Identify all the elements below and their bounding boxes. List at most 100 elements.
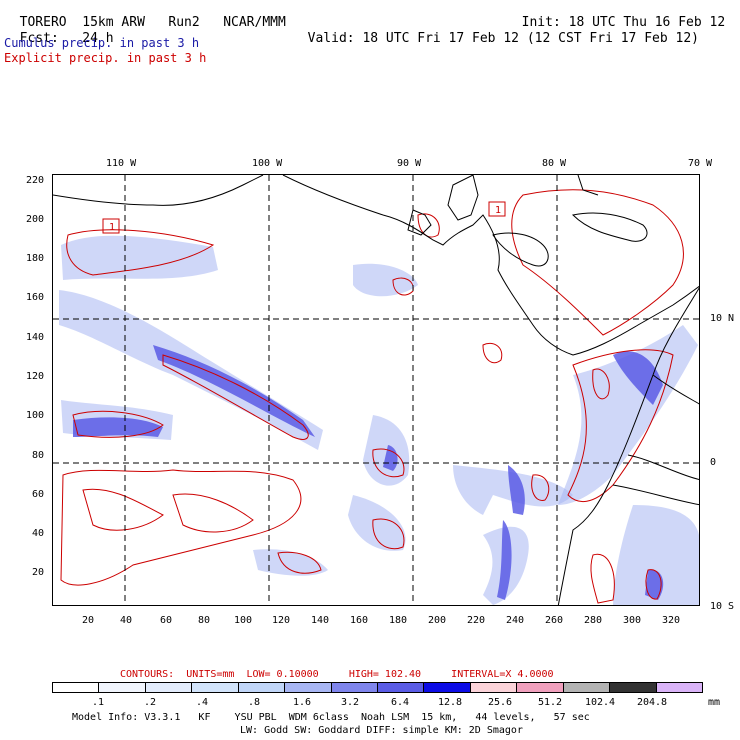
colorbar-swatch — [655, 682, 703, 693]
physics-info: LW: Godd SW: Goddard DIFF: simple KM: 2D… — [240, 725, 523, 736]
shade-core — [508, 465, 525, 515]
x-tick-240: 240 — [506, 615, 525, 626]
fcst-value: 24 h — [82, 31, 114, 46]
contours-info: CONTOURS: UNITS=mm LOW= 0.10000 HIGH= 10… — [120, 669, 554, 680]
lat-label-10s: 10 S — [710, 601, 735, 612]
shade-core — [383, 445, 398, 471]
map-canvas: 1 1 — [53, 175, 699, 605]
valid-value: 18 UTC Fri 17 Feb 12 (12 CST Fri 17 Feb … — [362, 31, 699, 46]
field-explicit-label: Explicit precip. in past 3 h — [4, 51, 207, 65]
coastlines — [53, 175, 699, 605]
contour-line — [72, 410, 164, 438]
colorbar-swatch — [330, 682, 378, 693]
lat-label-10n: 10 N — [710, 313, 735, 324]
colorbar-label: 25.6 — [487, 697, 513, 708]
contour-line — [66, 229, 215, 276]
y-tick-100: 100 — [26, 410, 45, 421]
x-tick-260: 260 — [545, 615, 564, 626]
coastline-mexico — [53, 175, 264, 206]
header-title-line: TORERO 15km ARW Run2 NCAR/MMM — [4, 2, 286, 30]
init-value: 18 UTC Thu 16 Feb 12 — [568, 15, 726, 30]
colorbar-label: .2 — [143, 697, 157, 708]
y-tick-200: 200 — [26, 214, 45, 225]
field-cumulus-label: Cumulus precip. in past 3 h — [4, 36, 200, 50]
colorbar-label: 6.4 — [390, 697, 410, 708]
contour-line — [511, 189, 684, 336]
colorbar-label: 12.8 — [437, 697, 463, 708]
shade-region — [253, 549, 328, 576]
fcst-label: Fcst: — [19, 31, 59, 46]
colorbar-swatch — [237, 682, 286, 693]
contour-line — [531, 474, 550, 501]
colorbar-swatch — [516, 682, 564, 693]
low-markers: 1 1 — [102, 201, 506, 234]
shade-region — [363, 415, 410, 486]
forecast-hour: Fcst: 24 h — [4, 18, 114, 46]
coastline-colombia-border — [652, 374, 699, 405]
colorbar-swatch — [423, 682, 471, 693]
contour-line — [172, 493, 254, 533]
model-info: Model Info: V3.3.1 KF YSU PBL WDM 6class… — [72, 712, 590, 723]
low-marker-box — [102, 218, 120, 234]
x-tick-300: 300 — [623, 615, 642, 626]
valid-label: Valid: — [307, 31, 355, 46]
shade-core — [497, 520, 512, 600]
contour-line — [592, 368, 610, 400]
colorbar-label: .1 — [91, 697, 105, 708]
coastline-ecuador-border — [627, 454, 699, 480]
shade-region — [348, 495, 406, 551]
y-tick-40: 40 — [32, 528, 45, 539]
colorbar-swatch — [562, 682, 611, 693]
colorbar-swatch — [284, 682, 332, 693]
contours-interval: INTERVAL=X 4.0000 — [451, 669, 554, 680]
lon-label-90w: 90 W — [397, 158, 422, 169]
y-tick-160: 160 — [26, 292, 45, 303]
contour-line — [567, 349, 674, 503]
contour-line — [417, 213, 440, 238]
shade-core — [73, 417, 163, 437]
x-tick-180: 180 — [389, 615, 408, 626]
lon-label-70w: 70 W — [688, 158, 713, 169]
y-tick-220: 220 — [26, 175, 45, 186]
contours-low: LOW= 0.10000 — [246, 669, 319, 680]
shade-region — [613, 505, 699, 605]
colorbar-swatch — [52, 682, 100, 693]
contour-line — [645, 569, 662, 600]
x-tick-320: 320 — [662, 615, 681, 626]
colorbar-label: 51.2 — [537, 697, 563, 708]
contours-label: CONTOURS: — [120, 669, 175, 680]
init-label: Init: — [521, 15, 561, 30]
graticule — [53, 175, 699, 605]
colorbar-label: .8 — [247, 697, 261, 708]
center-name: NCAR/MMM — [223, 15, 286, 30]
colorbar-swatch — [191, 682, 239, 693]
shade-core — [153, 345, 315, 437]
contour-line — [372, 448, 405, 478]
lon-label-110w: 110 W — [106, 158, 137, 169]
colorbar-swatch — [144, 682, 193, 693]
x-tick-100: 100 — [234, 615, 253, 626]
contour-line — [590, 553, 615, 604]
model-resolution: 15km ARW — [82, 15, 145, 30]
colorbar-label: .4 — [195, 697, 209, 708]
contour-line — [277, 551, 322, 574]
shade-region — [353, 263, 418, 297]
x-tick-280: 280 — [584, 615, 603, 626]
y-tick-180: 180 — [26, 253, 45, 264]
low-marker-label: 1 — [109, 222, 115, 233]
low-marker-box — [488, 201, 506, 217]
colorbar-label: 3.2 — [340, 697, 360, 708]
coastline-yucatan — [447, 175, 479, 221]
colorbar-label: 204.8 — [636, 697, 668, 708]
coastline-segment — [407, 209, 432, 236]
model-name: TORERO — [19, 15, 67, 30]
y-tick-140: 140 — [26, 332, 45, 343]
y-tick-60: 60 — [32, 489, 45, 500]
x-tick-140: 140 — [311, 615, 330, 626]
cumulus-precip-core — [73, 345, 664, 600]
precip-map: 1 1 — [52, 174, 700, 606]
valid-time: Valid: 18 UTC Fri 17 Feb 12 (12 CST Fri … — [292, 18, 699, 46]
x-tick-220: 220 — [467, 615, 486, 626]
x-tick-200: 200 — [428, 615, 447, 626]
lat-label-0: 0 — [710, 457, 717, 468]
